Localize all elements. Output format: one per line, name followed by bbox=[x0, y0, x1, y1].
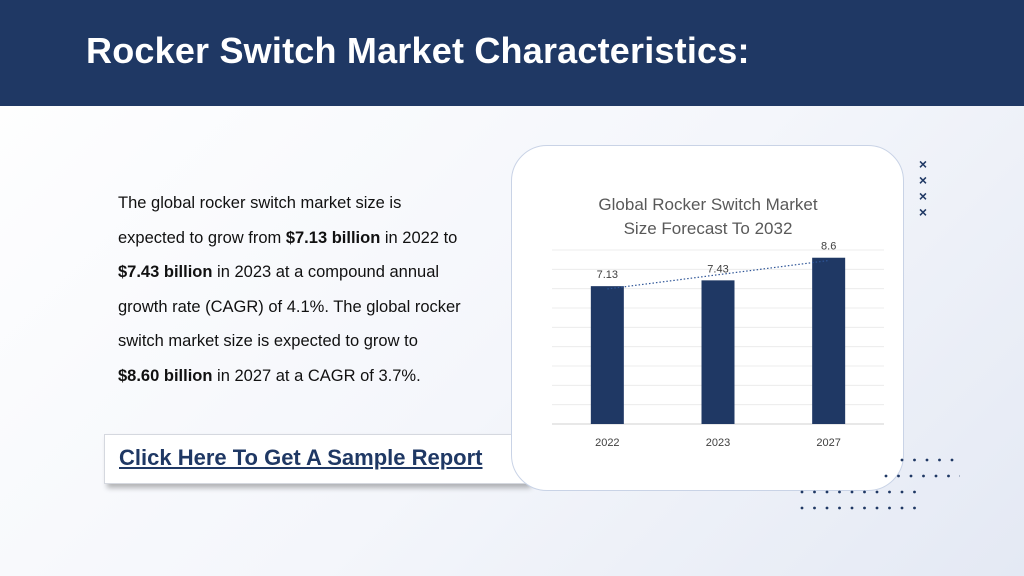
decor-dot bbox=[825, 490, 829, 494]
decor-dot bbox=[913, 458, 916, 462]
desc-value-2022: $7.13 billion bbox=[285, 228, 381, 247]
decor-dot bbox=[800, 490, 804, 494]
decor-dot bbox=[913, 490, 916, 494]
decor-dot bbox=[900, 458, 904, 462]
desc-text-2: in 2022 to bbox=[380, 228, 458, 247]
decor-dot bbox=[925, 458, 929, 462]
decor-dot bbox=[950, 458, 954, 462]
decor-dot bbox=[813, 490, 816, 494]
chart-x-tick-label: 2027 bbox=[816, 437, 840, 449]
decor-dot bbox=[884, 474, 888, 478]
decor-dot bbox=[888, 506, 891, 510]
chart-x-tick-label: 2023 bbox=[706, 437, 730, 449]
desc-text-4: in 2027 at a CAGR of 3.7%. bbox=[212, 366, 421, 385]
decor-dot bbox=[938, 458, 941, 462]
decor-dot bbox=[909, 474, 913, 478]
chart-bar bbox=[701, 280, 735, 424]
chart-bar bbox=[812, 257, 846, 424]
chart-trendline bbox=[607, 259, 829, 290]
chart-data-label: 8.6 bbox=[821, 241, 836, 253]
decor-dot bbox=[897, 474, 900, 478]
decorative-x-marks: × × × × bbox=[916, 156, 930, 220]
x-mark-icon: × bbox=[918, 172, 928, 188]
desc-value-2023: $7.43 billion bbox=[118, 263, 213, 281]
decor-dot bbox=[900, 506, 904, 510]
decor-dot bbox=[875, 506, 879, 510]
header-bar: Rocker Switch Market Characteristics: bbox=[0, 0, 1024, 106]
x-mark-icon: × bbox=[918, 188, 928, 204]
decor-dot bbox=[863, 506, 866, 510]
chart-title-line: Size Forecast To 2032 bbox=[624, 219, 793, 238]
decor-dot bbox=[838, 490, 841, 494]
x-mark-icon: × bbox=[918, 156, 928, 172]
decor-dot bbox=[875, 490, 879, 494]
decor-dot bbox=[900, 490, 904, 494]
chart-card: Global Rocker Switch Market Size Forecast… bbox=[511, 145, 904, 491]
decor-dot bbox=[947, 474, 950, 478]
decor-dot bbox=[825, 506, 829, 510]
decor-dot bbox=[800, 506, 804, 510]
decorative-dot-grid bbox=[800, 458, 960, 510]
sample-report-box: Click Here To Get A Sample Report bbox=[104, 434, 528, 484]
decor-dot bbox=[863, 490, 866, 494]
desc-text-3: in 2023 at a compound annual growth rate… bbox=[118, 263, 461, 350]
decor-dot bbox=[888, 490, 891, 494]
page-title: Rocker Switch Market Characteristics: bbox=[86, 30, 750, 71]
x-mark-icon: × bbox=[918, 204, 928, 220]
sample-report-link[interactable]: Click Here To Get A Sample Report bbox=[119, 445, 483, 470]
chart-title-line: Global Rocker Switch Market bbox=[598, 195, 817, 214]
decor-dot bbox=[850, 490, 854, 494]
chart-data-label: 7.13 bbox=[597, 269, 618, 281]
desc-text-1: The global rocker switch market size is … bbox=[118, 194, 402, 247]
decor-dot bbox=[813, 506, 816, 510]
decor-dot bbox=[934, 474, 938, 478]
decor-dot bbox=[922, 474, 925, 478]
chart-data-label: 7.43 bbox=[707, 263, 728, 275]
decor-dot bbox=[913, 506, 916, 510]
market-size-chart: Global Rocker Switch Market Size Forecast… bbox=[552, 195, 884, 449]
decor-dot bbox=[850, 506, 854, 510]
desc-value-2027: $8.60 billion bbox=[118, 366, 213, 385]
decor-dot bbox=[838, 506, 841, 510]
chart-x-tick-label: 2022 bbox=[595, 437, 619, 449]
chart-bar bbox=[590, 286, 624, 424]
market-description: The global rocker switch market size is … bbox=[118, 186, 463, 393]
